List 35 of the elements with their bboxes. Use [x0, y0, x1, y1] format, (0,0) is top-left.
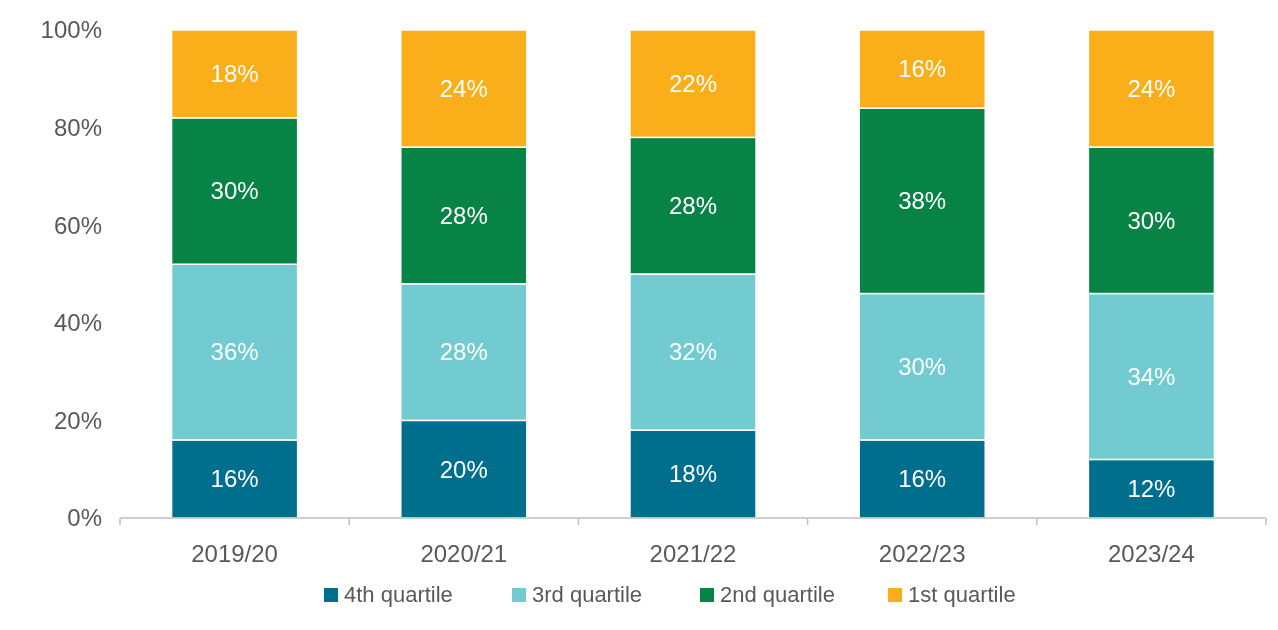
data-label: 16% [898, 465, 947, 493]
y-tick-label: 40% [53, 309, 102, 337]
y-tick-label: 60% [53, 211, 102, 239]
data-label: 18% [210, 60, 259, 88]
legend-label: 4th quartile [344, 582, 453, 607]
data-label: 12% [1127, 475, 1176, 503]
y-tick-label: 80% [53, 114, 102, 141]
x-tick-label: 2020/21 [420, 540, 508, 567]
data-label: 16% [898, 55, 947, 83]
data-label: 24% [439, 74, 488, 102]
data-label: 38% [898, 187, 947, 215]
data-label: 30% [1127, 206, 1176, 234]
legend-label: 1st quartile [908, 582, 1016, 607]
data-label: 20% [439, 455, 488, 483]
data-label: 28% [668, 192, 718, 220]
x-tick-label: 2022/23 [878, 540, 966, 567]
y-tick-label: 100% [40, 16, 102, 44]
x-tick-label: 2023/24 [1108, 540, 1195, 567]
data-label: 28% [439, 201, 488, 229]
data-label: 32% [668, 338, 718, 366]
data-label: 18% [668, 460, 718, 488]
data-label: 24% [1127, 74, 1176, 102]
x-tick-label: 2019/20 [191, 540, 278, 567]
legend-label: 3rd quartile [532, 582, 643, 607]
data-label: 30% [898, 353, 947, 381]
data-label: 16% [210, 465, 259, 493]
data-label: 28% [439, 338, 488, 366]
data-label: 30% [210, 177, 259, 205]
y-tick-label: 20% [53, 406, 102, 434]
legend-label: 2nd quartile [720, 582, 835, 607]
data-label: 34% [1127, 362, 1176, 390]
data-label: 36% [210, 338, 259, 366]
y-tick-label: 0% [67, 504, 102, 532]
data-label: 22% [668, 70, 718, 98]
x-tick-label: 2021/22 [649, 540, 737, 567]
